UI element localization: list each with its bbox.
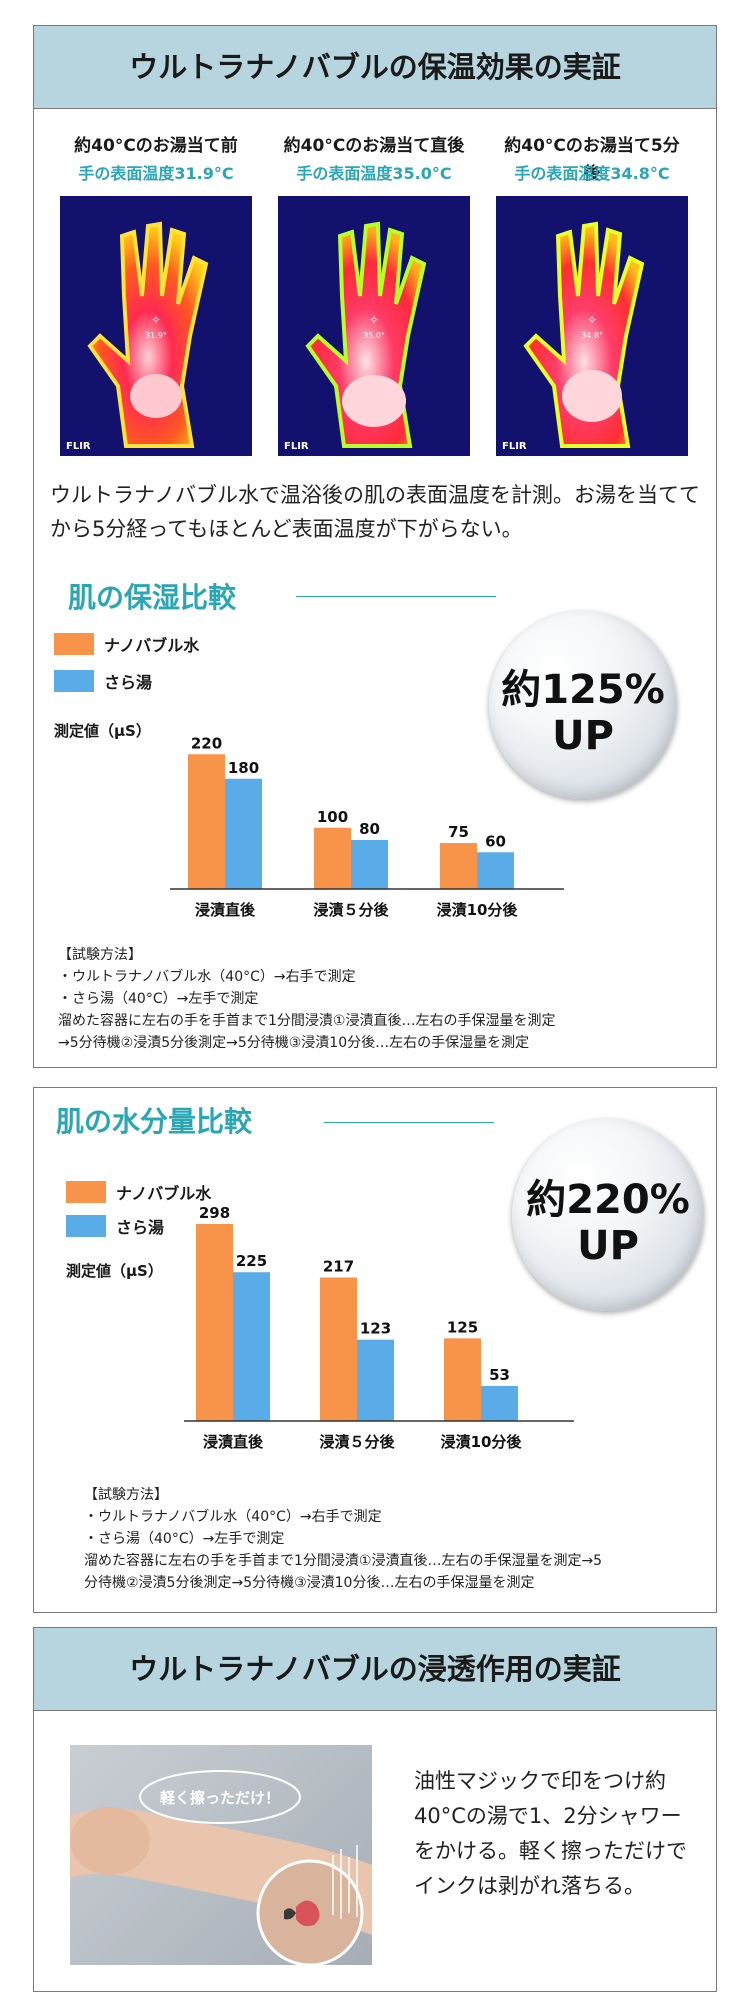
svg-text:✧: ✧ — [151, 313, 161, 327]
legend-swatch-plain — [54, 670, 94, 692]
bubble-up: UP — [552, 713, 614, 759]
svg-text:✧: ✧ — [587, 313, 597, 327]
bar-value-label: 75 — [448, 823, 469, 841]
method-line: 【試験方法】 — [58, 947, 142, 963]
chart-unit-label: 測定値（μS） — [66, 1262, 163, 1280]
legend-label: ナノバブル水 — [116, 1184, 212, 1203]
bar-value-label: 123 — [360, 1320, 391, 1338]
legend-label: さら湯 — [116, 1218, 165, 1237]
thermal-temperature: 手の表面温度35.0°C — [296, 164, 452, 183]
bar-value-label: 298 — [199, 1204, 230, 1222]
bar-nano — [314, 827, 351, 889]
bar-value-label: 80 — [359, 820, 380, 838]
legend-label: さら湯 — [104, 673, 153, 692]
water-chart: 298 225 浸漬直後 217 123 浸漬５分後 125 53 浸漬10分後 — [184, 1188, 604, 1458]
method-line: ・ウルトラナノバブル水（40°C）→右手で測定 — [84, 1509, 382, 1525]
category-label: 浸漬５分後 — [319, 1433, 395, 1451]
bar-plain — [225, 778, 262, 889]
bar-plain — [477, 852, 514, 889]
water-title: 肌の水分量比較 — [56, 1105, 253, 1138]
penetration-heading: ウルトラナノバブルの浸透作用の実証 — [34, 1628, 716, 1711]
thermal-hand-image: 31.9° ✧ FLIR — [60, 196, 252, 456]
thermal-caption: 約40°Cのお湯当て5分後 — [504, 136, 680, 184]
method-line: 溜めた容器に左右の手を手首まで1分間浸漬①浸漬直後…左右の手保湿量を測定→5 — [84, 1553, 603, 1569]
thermal-heading: ウルトラナノバブルの保温効果の実証 — [34, 26, 716, 109]
bar-nano — [320, 1277, 357, 1421]
bar-nano — [444, 1338, 481, 1421]
flir-logo: FLIR — [502, 441, 527, 452]
legend-nano: ナノバブル水 — [54, 632, 199, 656]
method-line: 溜めた容器に左右の手を手首まで1分間浸漬①浸漬直後…左右の手保湿量を測定 — [58, 1013, 556, 1029]
thermal-temperature: 手の表面温度34.8°C — [514, 164, 670, 183]
bubble-percent: 約125% — [501, 667, 665, 713]
flir-logo: FLIR — [284, 441, 309, 452]
method-line: 【試験方法】 — [84, 1487, 168, 1503]
moisture-title-rule — [296, 596, 496, 597]
method-line: ・さら湯（40°C）→左手で測定 — [58, 991, 259, 1007]
bar-plain — [357, 1339, 394, 1421]
moisture-title: 肌の保湿比較 — [68, 581, 237, 614]
legend-swatch-nano — [54, 633, 94, 655]
arm-photo: 軽く擦っただけ！ — [70, 1745, 372, 1965]
moisture-chart: 220 180 浸漬直後 100 80 浸漬５分後 75 60 浸漬10分後 — [154, 726, 584, 936]
legend-plain: さら湯 — [66, 1214, 164, 1238]
bar-value-label: 225 — [236, 1252, 267, 1270]
thermal-panel: ウルトラナノバブルの保温効果の実証 約40°Cのお湯当て前 手の表面温度31.9… — [33, 25, 717, 1068]
legend-swatch-nano — [66, 1181, 106, 1203]
legend-swatch-plain — [66, 1215, 106, 1237]
thermal-images-row: 約40°Cのお湯当て前 手の表面温度31.9°C — [34, 132, 716, 456]
thermal-card-right-after: 約40°Cのお湯当て直後 手の表面温度35.0°C — [278, 132, 470, 456]
thermal-card-5min: 約40°Cのお湯当て5分後 手の表面温度34.8°C — [496, 132, 688, 456]
photo-caption: 軽く擦っただけ！ — [160, 1789, 280, 1807]
thermal-card-before: 約40°Cのお湯当て前 手の表面温度31.9°C — [60, 132, 252, 456]
method-line: →5分待機②浸漬5分後測定→5分待機③浸漬10分後…左右の手保湿量を測定 — [58, 1035, 530, 1051]
thermal-hand-image: 34.8° ✧ FLIR — [496, 196, 688, 456]
bar-nano — [440, 843, 477, 889]
thermal-reading: 34.8° — [581, 331, 603, 340]
water-panel: 肌の水分量比較 ナノバブル水 さら湯 測定値（μS） 約220% UP 298 2… — [33, 1087, 717, 1613]
category-label: 浸漬直後 — [195, 901, 256, 919]
svg-text:✧: ✧ — [369, 313, 379, 327]
bar-plain — [233, 1272, 270, 1421]
moisture-method: 【試験方法】 ・ウルトラナノバブル水（40°C）→右手で測定 ・さら湯（40°C… — [58, 944, 555, 1054]
thermal-reading: 35.0° — [363, 331, 385, 340]
bar-nano — [196, 1223, 233, 1421]
bar-plain — [481, 1385, 518, 1421]
bar-value-label: 100 — [317, 808, 348, 826]
bubble-percent: 約220% — [526, 1177, 690, 1223]
bar-value-label: 180 — [228, 759, 259, 777]
thermal-reading: 31.9° — [145, 331, 167, 340]
chart-unit-label: 測定値（μS） — [54, 722, 151, 740]
category-label: 浸漬10分後 — [437, 901, 519, 919]
method-line: ・さら湯（40°C）→左手で測定 — [84, 1531, 285, 1547]
penetration-panel: ウルトラナノバブルの浸透作用の実証 軽く擦っただけ！ 油性マジックで印をつけ約4… — [33, 1627, 717, 1992]
bar-nano — [188, 754, 225, 889]
method-line: 分待機②浸漬5分後測定→5分待機③浸漬10分後…左右の手保湿量を測定 — [84, 1575, 535, 1591]
thermal-caption: 約40°Cのお湯当て前 — [74, 136, 238, 156]
increase-bubble: 約220% UP — [512, 1119, 704, 1311]
increase-bubble: 約125% UP — [489, 611, 677, 799]
method-line: ・ウルトラナノバブル水（40°C）→右手で測定 — [58, 969, 356, 985]
thermal-temperature: 手の表面温度31.9°C — [78, 164, 234, 183]
thermal-caption: 約40°Cのお湯当て直後 — [283, 136, 465, 156]
bar-value-label: 53 — [489, 1366, 510, 1384]
bar-value-label: 220 — [191, 734, 222, 752]
water-method: 【試験方法】 ・ウルトラナノバブル水（40°C）→右手で測定 ・さら湯（40°C… — [84, 1484, 704, 1594]
legend-nano: ナノバブル水 — [66, 1180, 211, 1204]
bar-value-label: 217 — [323, 1258, 354, 1276]
category-label: 浸漬５分後 — [313, 901, 389, 919]
category-label: 浸漬10分後 — [441, 1433, 523, 1451]
category-label: 浸漬直後 — [203, 1433, 264, 1451]
thermal-hand-image: 35.0° ✧ FLIR — [278, 196, 470, 456]
flir-logo: FLIR — [66, 441, 91, 452]
penetration-description: 油性マジックで印をつけ約40°Cの湯で1、2分シャワーをかける。軽く擦っただけで… — [414, 1769, 687, 1898]
bar-value-label: 60 — [485, 832, 506, 850]
legend-label: ナノバブル水 — [104, 636, 200, 655]
thermal-description: ウルトラナノバブル水で温浴後の肌の表面温度を計測。お湯を当ててから5分経ってもほ… — [50, 483, 700, 541]
bubble-up: UP — [577, 1223, 639, 1269]
bar-plain — [351, 840, 388, 889]
bar-value-label: 125 — [447, 1318, 478, 1336]
water-title-rule — [324, 1122, 494, 1123]
legend-plain: さら湯 — [54, 669, 152, 693]
